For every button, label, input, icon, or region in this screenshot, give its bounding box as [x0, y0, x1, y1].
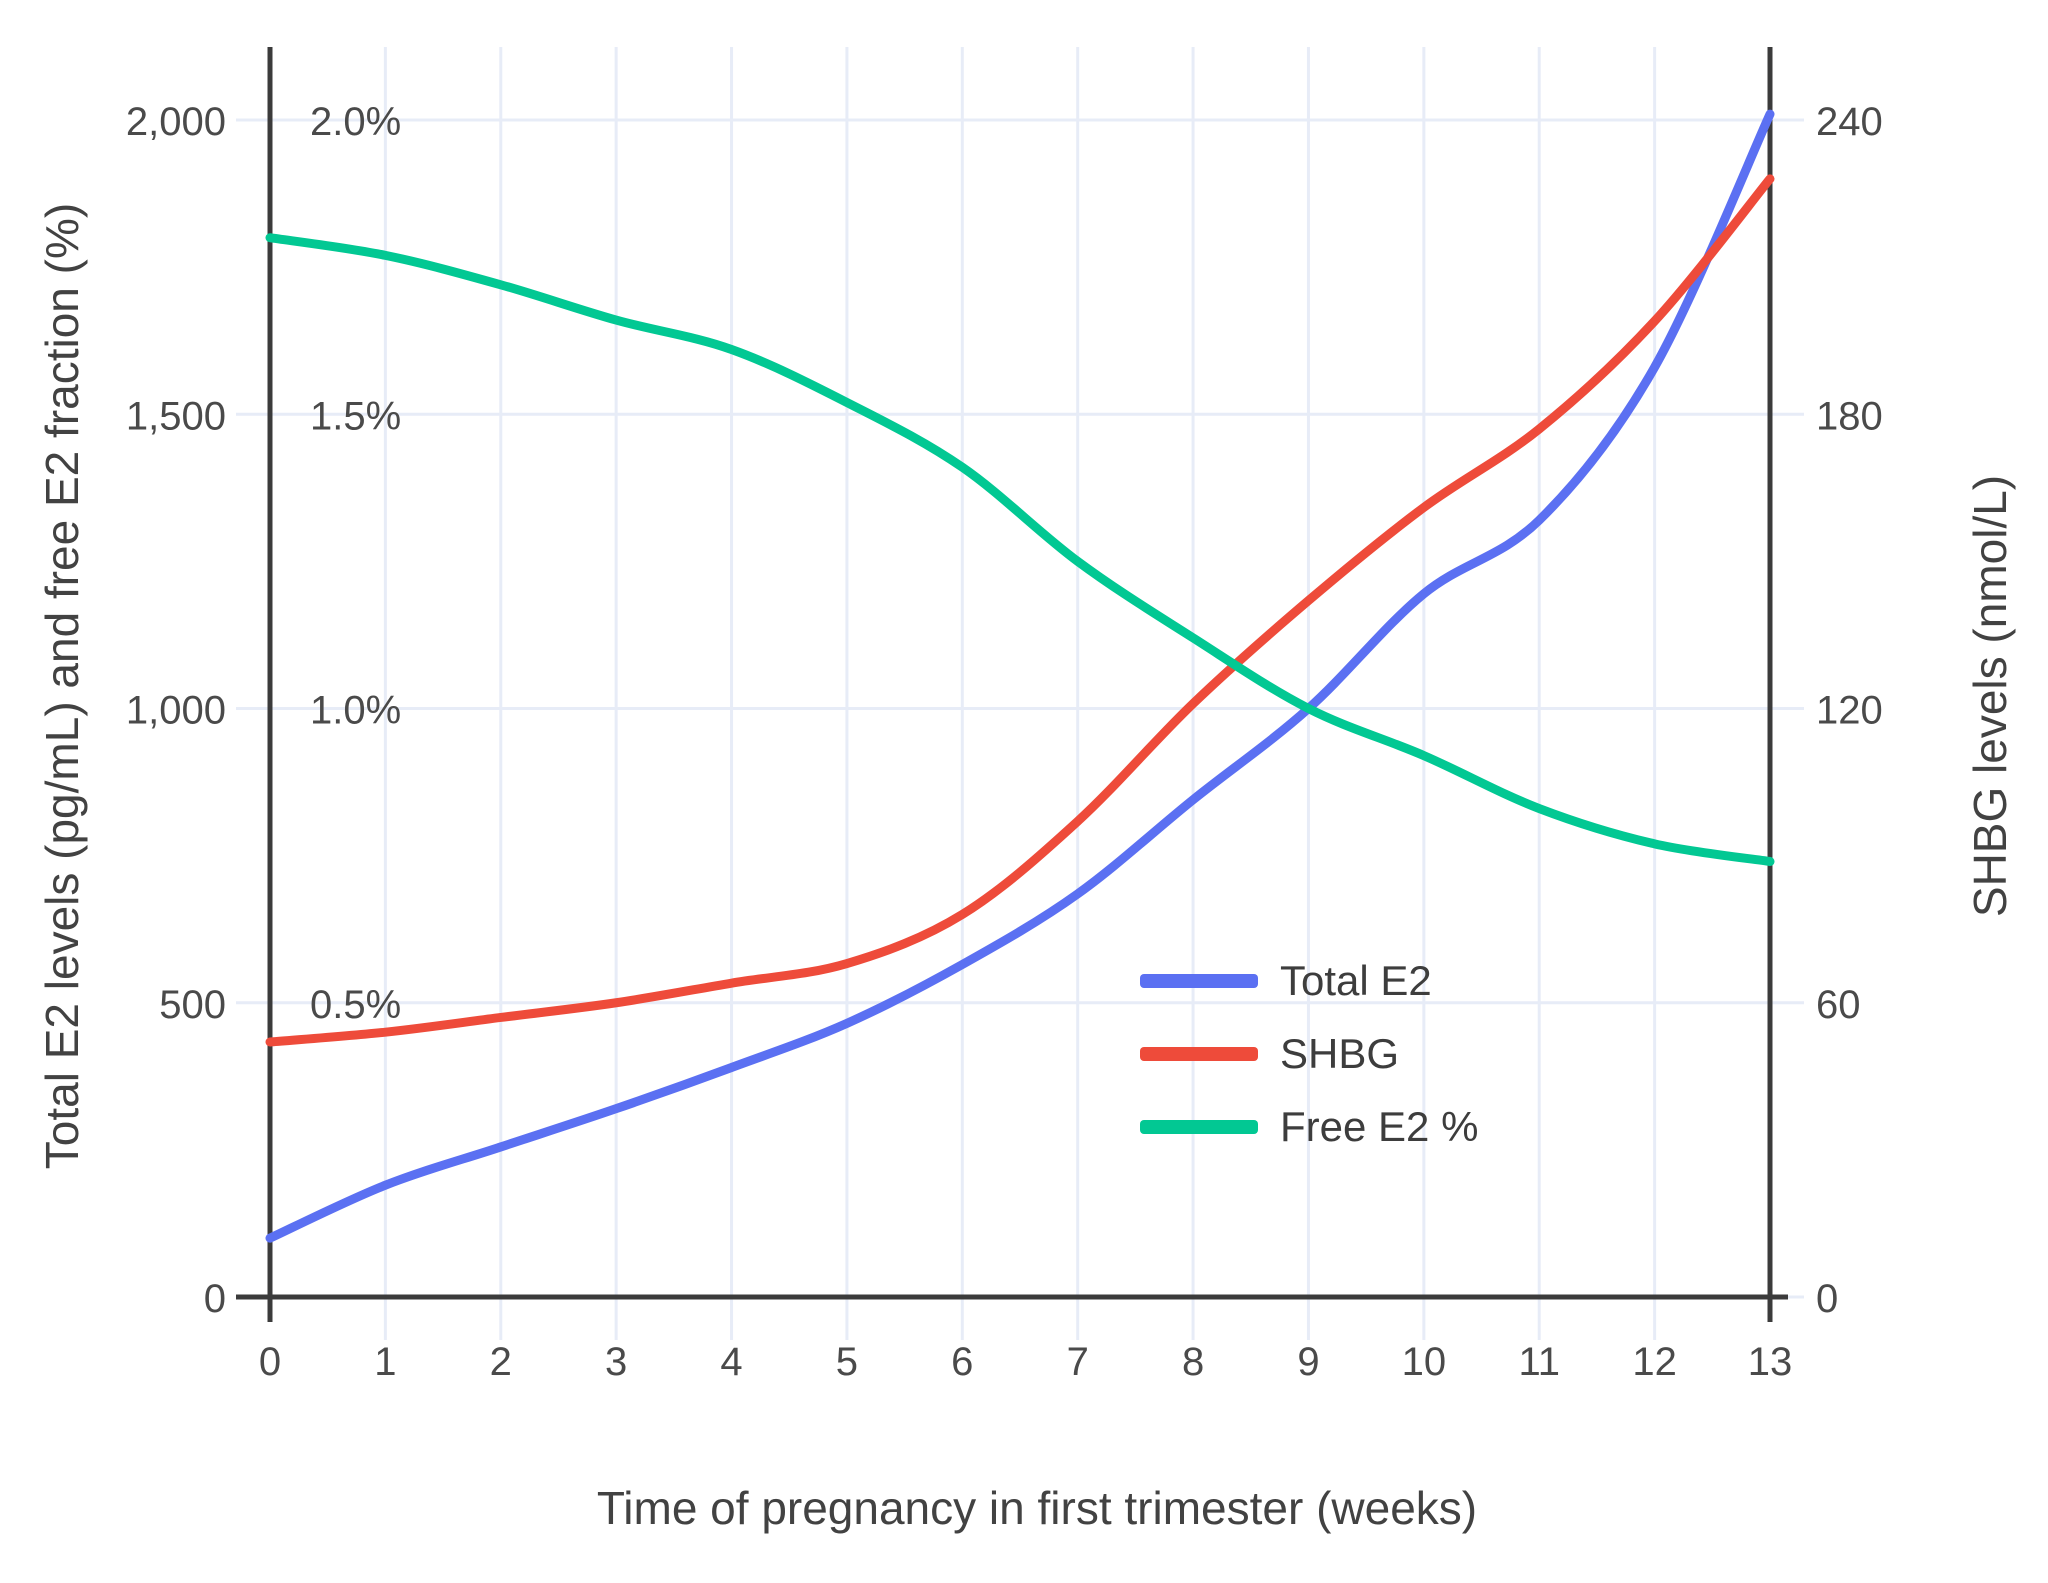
tick-label: 1.5%: [310, 394, 401, 438]
legend-item-free-e2[interactable]: Free E2 %: [1140, 1090, 1478, 1163]
tick-label: 0: [1816, 1277, 1838, 1321]
tick-label: 13: [1748, 1340, 1793, 1384]
tick-label: 2.0%: [310, 100, 401, 144]
free-e2-swatch: [1140, 1119, 1258, 1134]
horizontal-gridlines: [236, 118, 1804, 1299]
tick-label: 0: [259, 1340, 281, 1384]
total-e2-line: [265, 109, 1775, 1243]
tick-label: 1: [374, 1340, 396, 1384]
tick-label: 4: [720, 1340, 742, 1384]
total-e2-swatch: [1140, 973, 1258, 988]
tick-label: 2,000: [126, 100, 226, 144]
free-e2--line: [265, 233, 1775, 867]
x-axis-tick-labels: 0 1 2 3 4 5 6 7 8 9 10 11 12 13: [259, 1340, 1792, 1384]
legend-item-shbg[interactable]: SHBG: [1140, 1017, 1478, 1090]
legend-label-total-e2: Total E2: [1280, 956, 1432, 1004]
legend-item-total-e2[interactable]: Total E2: [1140, 944, 1478, 1017]
tick-label: 8: [1182, 1340, 1204, 1384]
tick-label: 240: [1816, 100, 1883, 144]
tick-label: 5: [836, 1340, 858, 1384]
legend-label-free-e2: Free E2 %: [1280, 1102, 1479, 1150]
shbg-line: [265, 174, 1775, 1047]
tick-label: 1,500: [126, 394, 226, 438]
tick-label: 10: [1402, 1340, 1447, 1384]
tick-label: 3: [605, 1340, 627, 1384]
tick-label: 120: [1816, 689, 1883, 733]
shbg-swatch: [1140, 1046, 1258, 1061]
tick-label: 1.0%: [310, 689, 401, 733]
left-axis-tick-labels: 0 500 1,000 1,500 2,000: [126, 100, 226, 1321]
right-axis-tick-labels: 0 60 120 180 240: [1816, 100, 1883, 1321]
axis-lines: [236, 47, 1788, 1322]
chart-legend: Total E2 SHBG Free E2 %: [1140, 944, 1478, 1163]
tick-label: 6: [951, 1340, 973, 1384]
left-axis-title: Total E2 levels (pg/mL) and free E2 frac…: [36, 203, 88, 1169]
tick-label: 9: [1297, 1340, 1319, 1384]
tick-label: 0.5%: [310, 983, 401, 1027]
right-axis-title: SHBG levels (nmol/L): [1964, 475, 2016, 917]
tick-label: 180: [1816, 394, 1883, 438]
tick-label: 0: [204, 1277, 226, 1321]
legend-label-shbg: SHBG: [1280, 1029, 1400, 1077]
tick-label: 2: [490, 1340, 512, 1384]
tick-label: 12: [1632, 1340, 1677, 1384]
x-axis-title: Time of pregnancy in first trimester (we…: [597, 1482, 1477, 1534]
data-curves: [265, 109, 1775, 1243]
tick-label: 1,000: [126, 689, 226, 733]
tick-label: 11: [1518, 1340, 1560, 1384]
percent-tick-labels: 0.5% 1.0% 1.5% 2.0%: [310, 100, 401, 1027]
tick-label: 500: [159, 983, 226, 1027]
tick-label: 60: [1816, 983, 1861, 1027]
tick-label: 7: [1067, 1340, 1089, 1384]
